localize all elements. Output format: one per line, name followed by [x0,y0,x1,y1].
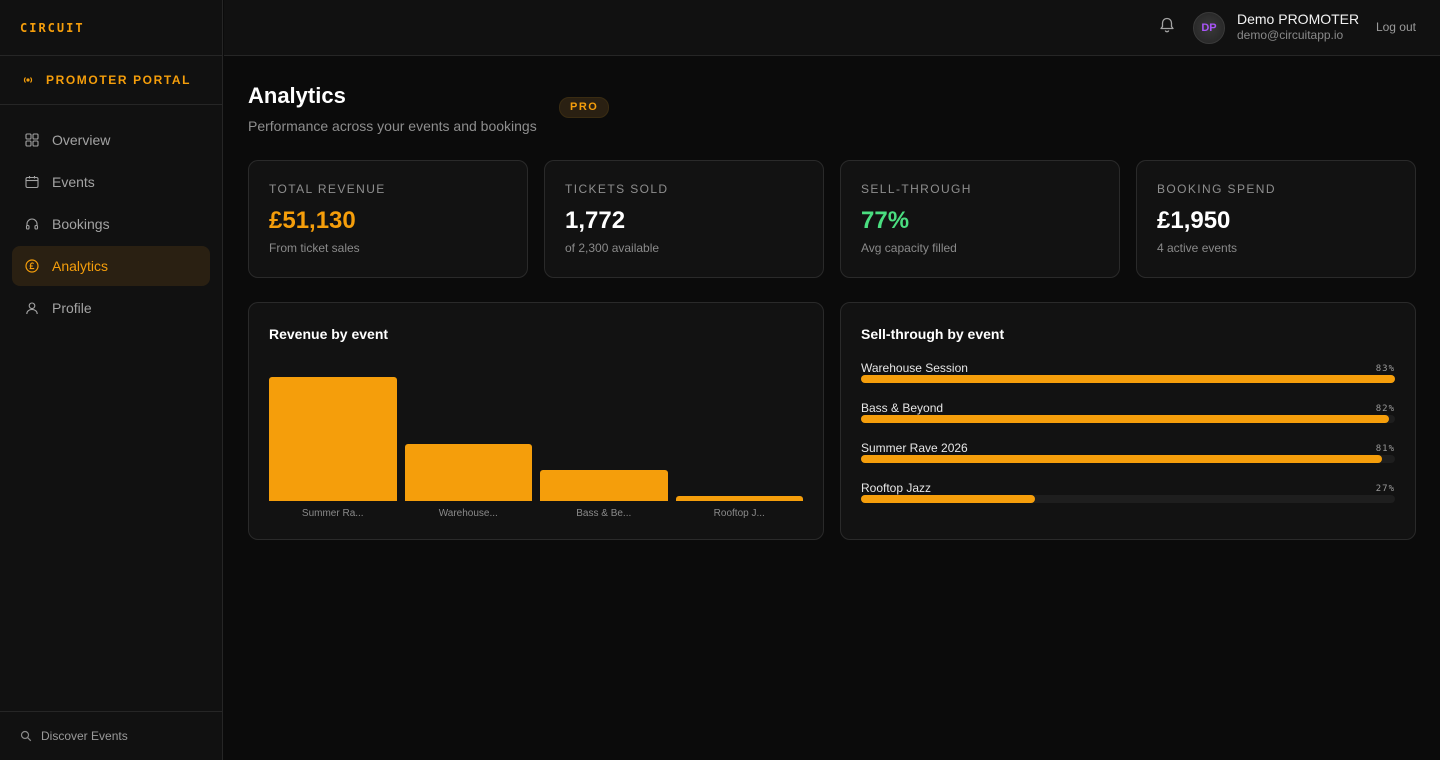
stat-card: BOOKING SPEND £1,950 4 active events [1136,160,1416,278]
discover-events-link[interactable]: Discover Events [0,711,222,760]
stat-label: TOTAL REVENUE [269,182,386,196]
stat-label: TICKETS SOLD [565,182,669,196]
sidebar-item-label: Analytics [52,258,109,274]
stat-card: TOTAL REVENUE £51,130 From ticket sales [248,160,528,278]
sellthrough-title: Sell-through by event [861,326,1005,342]
sidebar-item-label: Events [52,174,95,190]
page-title: Analytics [248,83,346,108]
sellthrough-percent: 27% [1375,484,1395,494]
stat-value: £51,130 [269,207,356,234]
pro-badge: PRO [559,97,610,118]
sidebar-item-bookings[interactable]: Bookings [12,204,210,244]
sellthrough-bar [861,375,1395,383]
sellthrough-track [861,495,1395,503]
sidebar-item-label: Profile [52,300,92,316]
stat-subtext: Avg capacity filled [861,241,957,255]
broadcast-icon [22,74,34,86]
sellthrough-track [861,375,1395,383]
avatar[interactable]: DP [1193,12,1225,44]
stat-card: SELL-THROUGH 77% Avg capacity filled [840,160,1120,278]
sellthrough-row: Rooftop Jazz 27% [861,481,1395,521]
page-subtitle: Performance across your events and booki… [248,118,537,134]
revenue-chart-title: Revenue by event [269,326,389,342]
stat-value: £1,950 [1157,207,1231,234]
stat-label: SELL-THROUGH [861,182,972,196]
logout-button[interactable]: Log out [1375,20,1416,34]
sellthrough-track [861,415,1395,423]
sidebar-nav: Overview Events Bookings Analytics Profile [12,120,210,330]
bell-icon[interactable] [1158,16,1176,34]
sidebar: CIRCUIT PROMOTER PORTAL Overview Events Bo… [0,0,223,760]
pound-circle-icon [24,258,40,274]
sidebar-item-label: Overview [52,132,111,148]
user-email: demo@circuitapp.io [1237,28,1344,42]
sellthrough-percent: 83% [1375,364,1395,374]
sellthrough-event-name: Warehouse Session [861,361,968,375]
revenue-bar-label: Bass & Be... [576,508,632,519]
brand-logo[interactable]: CIRCUIT [20,20,85,35]
sidebar-item-analytics[interactable]: Analytics [12,246,210,286]
avatar-initials: DP [1201,22,1217,34]
revenue-bar[interactable] [404,443,532,501]
sellthrough-event-name: Rooftop Jazz [861,481,932,495]
sidebar-item-label: Bookings [52,216,110,232]
sellthrough-row: Summer Rave 2026 81% [861,441,1395,481]
portal-label: PROMOTER PORTAL [46,73,192,87]
user-icon [24,300,40,316]
sidebar-item-overview[interactable]: Overview [12,120,210,160]
stat-label: BOOKING SPEND [1157,182,1276,196]
stat-card: TICKETS SOLD 1,772 of 2,300 available [544,160,824,278]
stat-subtext: From ticket sales [269,241,360,255]
discover-label: Discover Events [41,729,128,743]
sellthrough-percent: 81% [1375,444,1395,454]
revenue-bar[interactable] [675,496,803,501]
revenue-bar-chart: Summer Ra... Warehouse... Bass & Be... Roof… [269,371,803,519]
topbar: DP Demo PROMOTER demo@circuitapp.io Log … [224,0,1440,56]
sellthrough-event-name: Summer Rave 2026 [861,441,968,455]
sellthrough-bar [861,495,1035,503]
stat-value: 1,772 [565,207,626,234]
calendar-icon [24,174,40,190]
revenue-chart-card: Revenue by event Summer Ra... Warehouse..… [248,302,824,540]
sellthrough-bar [861,455,1383,463]
revenue-bar[interactable] [269,377,397,501]
sellthrough-card: Sell-through by event Warehouse Session 8… [840,302,1416,540]
stat-subtext: of 2,300 available [565,241,660,255]
headphones-icon [24,216,40,232]
sellthrough-bar [861,415,1389,423]
user-name: Demo PROMOTER [1237,11,1360,27]
stat-value: 77% [861,207,910,234]
sellthrough-percent: 82% [1375,404,1395,414]
sidebar-item-events[interactable]: Events [12,162,210,202]
sidebar-item-profile[interactable]: Profile [12,288,210,328]
grid-icon [24,132,40,148]
sellthrough-track [861,455,1395,463]
revenue-bar[interactable] [540,470,668,501]
sellthrough-row: Warehouse Session 83% [861,361,1395,401]
portal-header: PROMOTER PORTAL [0,56,222,105]
revenue-bar-label: Rooftop J... [713,508,765,519]
search-icon [20,730,32,742]
brand-header: CIRCUIT [0,0,222,56]
stat-subtext: 4 active events [1157,241,1238,255]
revenue-bar-label: Summer Ra... [301,508,364,519]
sellthrough-row: Bass & Beyond 82% [861,401,1395,441]
sellthrough-event-name: Bass & Beyond [861,401,944,415]
revenue-bar-label: Warehouse... [438,508,498,519]
